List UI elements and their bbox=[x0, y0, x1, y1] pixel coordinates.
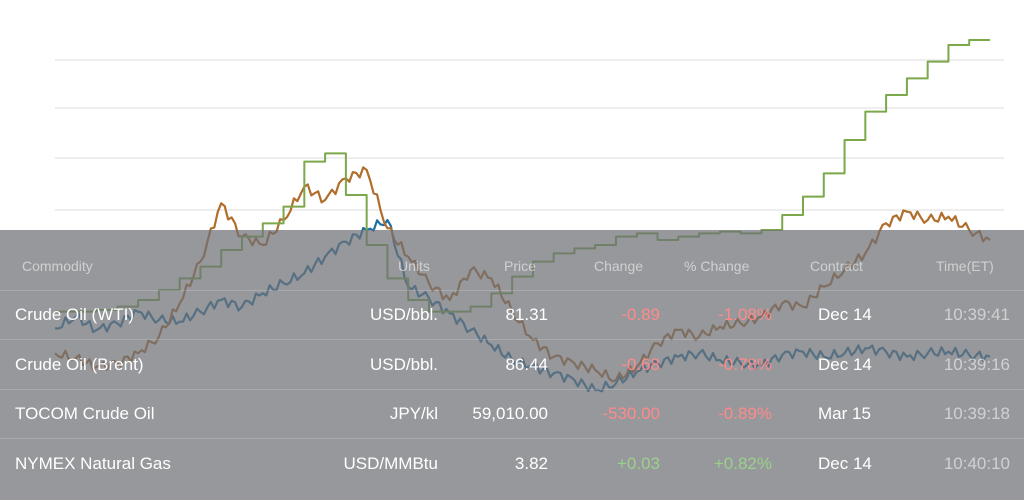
contract: Dec 14 bbox=[818, 454, 872, 473]
row-divider bbox=[0, 290, 1024, 291]
pct-change: -0.78% bbox=[718, 355, 772, 374]
price: 81.31 bbox=[505, 305, 548, 324]
price: 3.82 bbox=[514, 454, 548, 473]
price: 86.44 bbox=[505, 355, 548, 374]
time: 10:39:41 bbox=[943, 305, 1010, 324]
pct-change: -0.89% bbox=[718, 404, 772, 423]
header-time: Time(ET) bbox=[936, 258, 994, 274]
row-divider bbox=[0, 438, 1024, 439]
change: +0.03 bbox=[616, 454, 660, 473]
units: USD/MMBtu bbox=[343, 454, 438, 473]
price: 59,010.00 bbox=[472, 404, 548, 423]
commodity-name: NYMEX Natural Gas bbox=[15, 454, 171, 473]
commodity-table-overlay: Commodity Units Price Change % Change Co… bbox=[0, 230, 1024, 500]
units: USD/bbl. bbox=[369, 355, 438, 374]
row-divider bbox=[0, 389, 1024, 390]
header-price: Price bbox=[504, 258, 536, 274]
time: 10:39:18 bbox=[943, 404, 1010, 423]
pct-change: +0.82% bbox=[713, 454, 772, 473]
contract: Dec 14 bbox=[818, 355, 872, 374]
units: USD/bbl. bbox=[369, 305, 438, 324]
commodity-name: TOCOM Crude Oil bbox=[15, 404, 155, 423]
time: 10:40:10 bbox=[943, 454, 1010, 473]
units: JPY/kl bbox=[389, 404, 438, 423]
header-commodity: Commodity bbox=[22, 258, 93, 274]
chart-gridlines bbox=[55, 59, 1004, 211]
change: -530.00 bbox=[602, 404, 660, 423]
header-contract: Contract bbox=[810, 258, 863, 274]
header-change: Change bbox=[594, 258, 644, 274]
contract: Dec 14 bbox=[818, 305, 872, 324]
time: 10:39:16 bbox=[943, 355, 1010, 374]
header-units: Units bbox=[398, 258, 430, 274]
change: -0.89 bbox=[621, 305, 660, 324]
header-pct-change: % Change bbox=[684, 258, 750, 274]
commodity-name: Crude Oil (WTI) bbox=[15, 305, 134, 324]
contract: Mar 15 bbox=[818, 404, 871, 423]
pct-change: -1.08% bbox=[718, 305, 772, 324]
change: -0.68 bbox=[621, 355, 660, 374]
commodity-name: Crude Oil (Brent) bbox=[15, 355, 144, 374]
row-divider bbox=[0, 339, 1024, 340]
